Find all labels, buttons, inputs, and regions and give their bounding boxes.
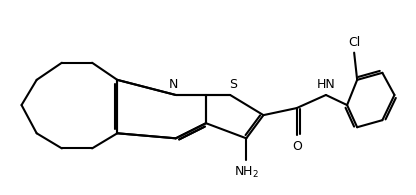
Text: NH$_2$: NH$_2$ bbox=[234, 165, 259, 180]
Text: S: S bbox=[229, 78, 237, 91]
Text: HN: HN bbox=[317, 78, 335, 91]
Text: N: N bbox=[169, 78, 178, 91]
Text: O: O bbox=[292, 140, 302, 153]
Text: Cl: Cl bbox=[348, 36, 360, 49]
